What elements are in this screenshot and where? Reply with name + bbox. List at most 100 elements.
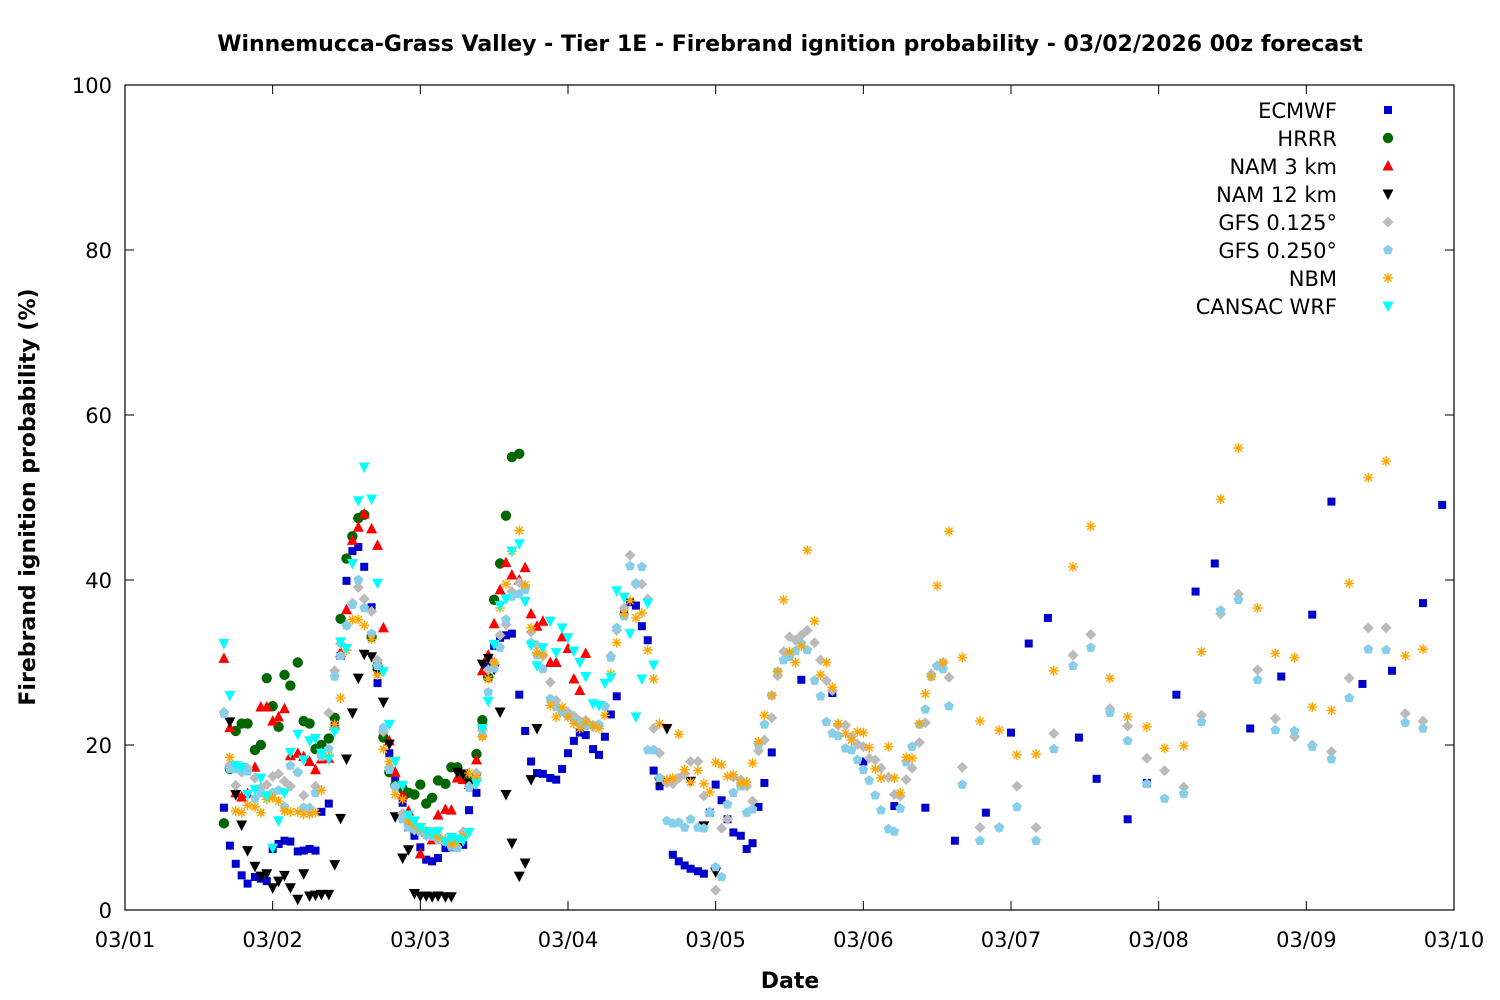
data-point xyxy=(347,614,358,625)
data-point xyxy=(219,803,228,812)
data-point xyxy=(772,666,783,677)
data-point xyxy=(342,576,351,585)
y-tick-label: 40 xyxy=(85,569,112,593)
data-point xyxy=(636,561,647,571)
data-point xyxy=(624,629,636,640)
data-point xyxy=(458,830,469,841)
data-point xyxy=(305,844,314,853)
data-point xyxy=(642,598,654,610)
data-point xyxy=(273,876,285,888)
data-point xyxy=(1104,673,1115,684)
legend-marker xyxy=(1382,301,1394,312)
data-point xyxy=(550,648,562,659)
data-point xyxy=(354,543,363,551)
data-point xyxy=(1067,649,1079,661)
data-point xyxy=(372,578,384,590)
data-point xyxy=(883,741,894,752)
data-point xyxy=(840,719,852,731)
data-point xyxy=(352,673,364,685)
data-point xyxy=(1307,702,1318,713)
data-point xyxy=(693,867,702,876)
plot-frame xyxy=(124,84,1455,911)
data-point xyxy=(944,701,954,711)
legend-marker xyxy=(1382,189,1394,200)
x-tick-label: 03/07 xyxy=(981,928,1042,952)
data-point xyxy=(286,837,295,846)
data-point xyxy=(685,777,696,788)
data-point xyxy=(389,812,401,823)
data-point xyxy=(359,602,370,613)
data-point xyxy=(1178,788,1189,798)
data-point xyxy=(403,810,415,822)
data-point xyxy=(625,595,636,606)
data-point xyxy=(563,711,573,722)
data-point xyxy=(1381,456,1392,467)
legend-label: NAM 12 km xyxy=(1216,183,1337,207)
data-point xyxy=(242,800,253,811)
data-point xyxy=(1048,727,1060,739)
data-point xyxy=(766,690,777,701)
data-point xyxy=(267,843,279,855)
data-point xyxy=(298,789,310,801)
data-point xyxy=(463,827,475,839)
data-point xyxy=(278,870,290,882)
data-point xyxy=(710,757,721,768)
data-point xyxy=(358,593,370,605)
data-point xyxy=(500,790,512,801)
data-point xyxy=(648,660,660,671)
data-point xyxy=(858,727,869,738)
data-point xyxy=(341,643,352,655)
data-point xyxy=(921,803,930,812)
data-point xyxy=(274,840,283,848)
data-point xyxy=(410,831,419,840)
data-point xyxy=(1024,639,1033,648)
data-point xyxy=(347,599,358,609)
data-point xyxy=(545,693,556,703)
data-point xyxy=(599,710,610,721)
x-tick-label: 03/06 xyxy=(833,928,894,952)
data-point xyxy=(470,779,482,790)
data-point xyxy=(1048,665,1059,676)
data-point xyxy=(943,671,955,683)
data-point xyxy=(1048,743,1059,754)
data-point xyxy=(974,822,986,833)
data-point xyxy=(661,724,673,735)
data-point xyxy=(611,637,622,648)
y-tick-label: 100 xyxy=(72,74,112,98)
data-point xyxy=(1270,724,1281,735)
data-point xyxy=(501,614,511,624)
y-tick-label: 0 xyxy=(99,899,112,923)
data-point xyxy=(636,674,648,685)
data-point xyxy=(821,657,832,668)
data-point xyxy=(489,657,500,668)
data-point xyxy=(649,766,658,775)
data-point xyxy=(377,621,389,633)
data-point xyxy=(895,803,906,813)
data-point xyxy=(619,608,630,619)
data-point xyxy=(1085,642,1096,652)
data-point xyxy=(391,774,400,783)
data-point xyxy=(525,775,537,786)
data-point xyxy=(261,869,273,880)
data-point xyxy=(588,720,599,731)
data-point xyxy=(236,762,248,774)
data-point xyxy=(680,861,689,870)
data-point xyxy=(685,814,696,824)
data-point xyxy=(1068,660,1078,670)
data-point xyxy=(323,707,335,719)
data-point xyxy=(1252,603,1263,614)
data-point xyxy=(432,809,444,820)
data-point xyxy=(1159,793,1170,803)
data-point xyxy=(938,657,949,668)
data-point xyxy=(950,836,959,845)
data-point xyxy=(907,741,917,751)
data-point xyxy=(323,889,335,901)
data-point xyxy=(1007,728,1015,737)
data-point xyxy=(249,801,260,812)
data-point xyxy=(416,843,425,852)
data-point xyxy=(1085,628,1097,640)
data-point xyxy=(994,822,1005,832)
data-point xyxy=(1381,644,1391,655)
data-point xyxy=(538,769,547,778)
